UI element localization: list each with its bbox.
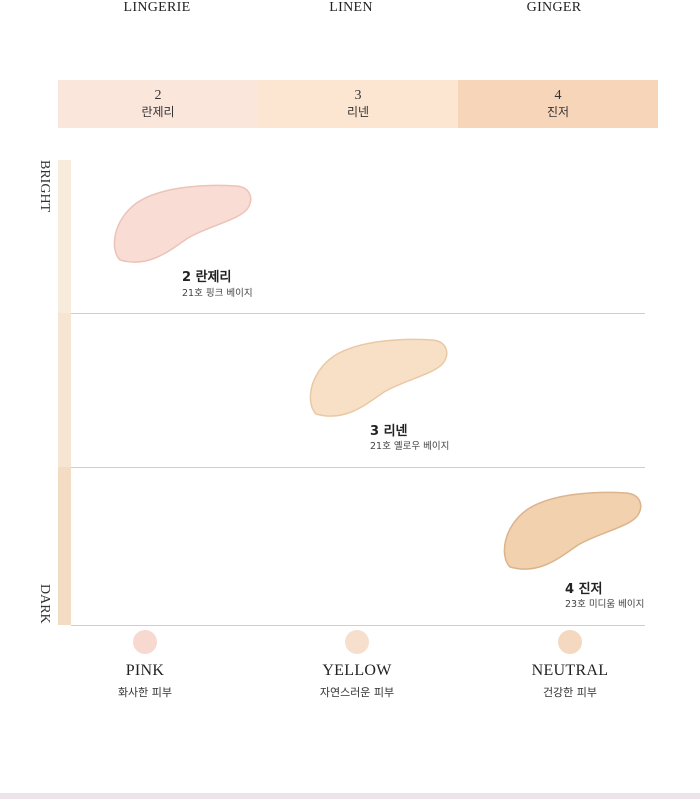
tone-dot (133, 630, 157, 654)
shade-band: 2 란제리 3 리넨 4 진저 (58, 80, 658, 128)
top-label-ginger: GINGER (526, 0, 582, 15)
axis-bar-dark (58, 467, 71, 625)
tone-name: PINK (125, 662, 165, 679)
tone-yellow: YELLOW 자연스러운 피부 (257, 630, 457, 700)
shade-cell-3: 3 리넨 (258, 80, 458, 128)
tone-description: 화사한 피부 (117, 686, 173, 699)
swatch-title: 3 리넨 (370, 424, 408, 439)
axis-label-dark: DARK (37, 584, 52, 624)
tone-pink: PINK 화사한 피부 (45, 630, 245, 700)
swatch-subtitle: 23호 미디움 베이지 (565, 599, 645, 610)
swatch-subtitle: 21호 옐로우 베이지 (370, 441, 450, 452)
row-divider (71, 625, 645, 626)
shade-name: 리넨 (346, 105, 370, 119)
axis-bar-mid (58, 313, 71, 467)
tone-description: 건강한 피부 (542, 686, 598, 699)
swatch-title: 2 란제리 (182, 270, 232, 285)
axis-bar-bright (58, 160, 71, 313)
swatch-subtitle: 21호 핑크 베이지 (182, 288, 253, 299)
swatch-smear-linen (309, 338, 448, 417)
shade-name: 란제리 (141, 105, 175, 119)
tone-dot (345, 630, 369, 654)
swatch-title: 4 진저 (565, 582, 603, 597)
bottom-strip (0, 793, 700, 799)
tone-dot (558, 630, 582, 654)
shade-cell-2: 2 란제리 (58, 80, 258, 128)
shade-number: 4 (554, 88, 562, 103)
shade-number: 2 (154, 88, 162, 103)
tone-neutral: NEUTRAL 건강한 피부 (470, 630, 670, 700)
tone-name: NEUTRAL (531, 662, 609, 679)
shade-number: 3 (354, 88, 362, 103)
tone-name: YELLOW (322, 662, 392, 679)
shade-name: 진저 (546, 105, 570, 119)
row-divider (71, 467, 645, 468)
swatch-smear-ginger (503, 491, 642, 570)
swatch-smear-lingerie (113, 184, 252, 263)
top-label-lingerie: LINGERIE (123, 0, 191, 15)
top-label-linen: LINEN (329, 0, 373, 15)
tone-description: 자연스러운 피부 (319, 686, 395, 699)
axis-label-bright: BRIGHT (37, 160, 52, 213)
shade-cell-4: 4 진저 (458, 80, 658, 128)
row-divider (71, 313, 645, 314)
